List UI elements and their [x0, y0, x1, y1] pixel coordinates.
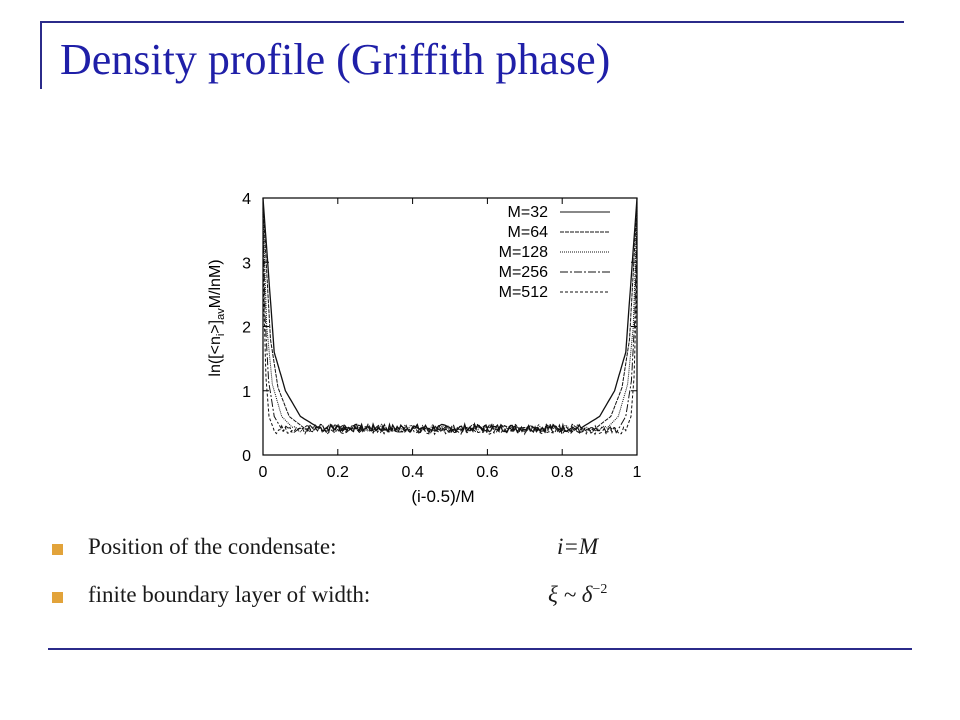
y-tick-label: 2 — [242, 320, 251, 337]
series-line-M=256 — [262, 217, 638, 435]
y-tick-label: 0 — [242, 448, 251, 465]
y-tick-label: 3 — [242, 255, 251, 272]
bullet-math-sup: −2 — [592, 582, 608, 597]
plot-frame — [262, 197, 638, 456]
y-tick-label: 4 — [242, 191, 251, 208]
bullet-marker — [52, 544, 63, 555]
x-tick-label: 1 — [633, 464, 642, 481]
series-line-M=128 — [262, 210, 638, 434]
series-line-M=512 — [262, 223, 638, 436]
bullet-marker — [52, 592, 63, 603]
y-axis-label-part: ln([<n — [207, 336, 224, 376]
y-axis-label-part: >] — [207, 320, 224, 334]
legend-label: M=64 — [508, 224, 549, 241]
top-rule — [40, 21, 904, 23]
bullet-item: finite boundary layer of width: ξ ~ δ−2 — [52, 578, 752, 626]
x-tick-label: 0 — [259, 464, 268, 481]
x-tick-label: 0.6 — [476, 464, 498, 481]
bullet-list: Position of the condensate: i=M finite b… — [52, 530, 752, 626]
series-line-M=32 — [262, 197, 638, 434]
bullet-math: i=M — [557, 534, 599, 559]
y-axis-label-part: av — [215, 308, 227, 320]
bullet-math-base: ξ ~ δ — [548, 582, 593, 607]
bullet-item: Position of the condensate: i=M — [52, 530, 752, 578]
y-axis-label: ln([<ni>]avM/lnM) — [207, 259, 227, 376]
legend-label: M=512 — [499, 284, 548, 301]
y-axis-label-part: M/lnM) — [207, 259, 224, 308]
y-tick-label: 1 — [242, 384, 251, 401]
x-tick-label: 0.8 — [551, 464, 573, 481]
density-profile-chart: 0 0.2 0.4 0.6 0.8 1 0 1 2 3 4 M=32 M=64 M=128 M=256 M=… — [207, 191, 642, 506]
bullet-math: ξ ~ δ−2 — [548, 582, 607, 608]
bullet-text: finite boundary layer of width: — [88, 582, 371, 607]
bottom-rule — [48, 648, 912, 650]
x-tick-label: 0.2 — [327, 464, 349, 481]
legend-label: M=256 — [499, 264, 548, 281]
x-axis-label: (i-0.5)/M — [411, 487, 474, 506]
bullet-text: Position of the condensate: — [88, 534, 337, 559]
x-tick-label: 0.4 — [401, 464, 423, 481]
legend-label: M=128 — [499, 244, 548, 261]
y-axis-label-part: i — [215, 334, 227, 336]
left-rule — [40, 21, 42, 89]
legend-label: M=32 — [508, 204, 549, 221]
series-line-M=64 — [262, 204, 638, 434]
slide-title: Density profile (Griffith phase) — [60, 35, 611, 84]
